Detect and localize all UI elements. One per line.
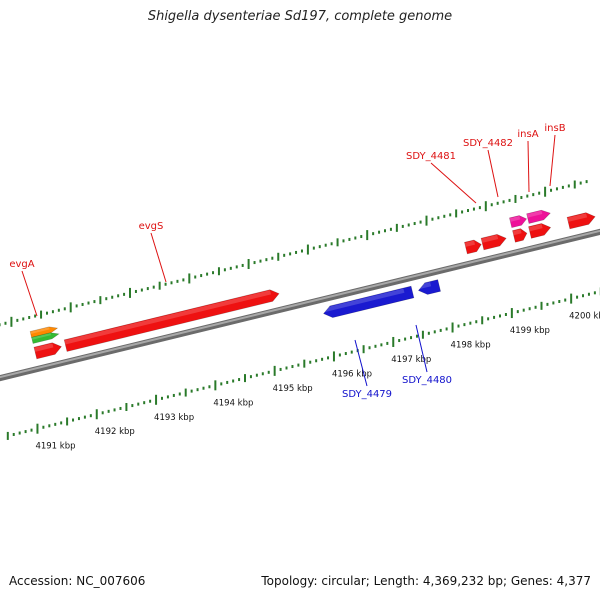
- genome-backbone-highlight: [0, 229, 600, 379]
- ruler-label: 4198 kbp: [451, 341, 491, 351]
- gene-leader-sdy-4480: [415, 324, 428, 373]
- gene-leader-sdy-4482: [487, 149, 499, 198]
- gene-arrow-insb: [528, 223, 552, 239]
- ruler-label: 4194 kbp: [213, 398, 253, 408]
- gene-label-insa: insA: [517, 129, 538, 140]
- gene-arrow-evgs-shine: [64, 290, 272, 345]
- ruler-label: 4192 kbp: [95, 427, 135, 437]
- ruler-label: 4193 kbp: [154, 413, 194, 423]
- genome-stats-text: Topology: circular; Length: 4,369,232 bp…: [261, 574, 591, 588]
- gene-label-evgs: evgS: [139, 221, 164, 232]
- gene-arrow-insa: [512, 228, 528, 243]
- ruler-label: 4195 kbp: [273, 384, 313, 394]
- gene-arrow-orange-shine: [30, 327, 50, 334]
- gene-arrow-red-shine: [567, 213, 588, 222]
- gene-arrow-magenta-shine: [509, 216, 521, 222]
- gene-arrow-magenta-shine: [526, 210, 543, 218]
- gene-arrow-sdy-4481-shine: [464, 240, 476, 247]
- ruler-label: 4196 kbp: [332, 369, 372, 379]
- accession-text: Accession: NC_007606: [9, 574, 146, 588]
- gene-arrow-green: [31, 332, 60, 344]
- gene-arrow-evga-shine: [34, 343, 54, 352]
- gene-arrow-evga: [33, 342, 62, 360]
- gene-arrow-insa-shine: [512, 229, 522, 236]
- gene-leader-insa: [527, 140, 530, 193]
- gene-leader-sdy-4479: [354, 339, 368, 387]
- gene-leader-evga: [21, 270, 38, 317]
- gene-arrow-magenta: [526, 209, 551, 224]
- gene-arrow-sdy-4479: [323, 285, 415, 318]
- gene-label-sdy-4480: SDY_4480: [402, 375, 452, 386]
- gene-leader-sdy-4481: [430, 162, 477, 204]
- ruler-label: 4200 kbp: [569, 312, 600, 322]
- gene-arrow-sdy-4479-shine: [322, 288, 405, 313]
- gene-arrow-sdy-4480: [417, 279, 441, 295]
- gene-arrow-sdy-4482: [480, 234, 507, 251]
- gene-arrow-evgs: [63, 289, 280, 352]
- gene-label-evga: evgA: [9, 259, 34, 270]
- gene-arrow-sdy-4482-shine: [481, 234, 499, 243]
- ruler-label: 4197 kbp: [391, 355, 431, 365]
- gene-label-sdy-4481: SDY_4481: [406, 151, 456, 162]
- gene-leader-insb: [549, 134, 556, 187]
- gene-arrow-insb-shine: [528, 224, 543, 232]
- ruler-label: 4199 kbp: [510, 326, 550, 336]
- gene-arrow-orange: [29, 326, 59, 339]
- gene-label-sdy-4482: SDY_4482: [463, 138, 513, 149]
- gene-arrow-red: [566, 212, 596, 230]
- genome-title: Shigella dysenteriae Sd197, complete gen…: [147, 9, 453, 24]
- gene-arrow-sdy-4480-shine: [417, 282, 432, 290]
- gene-arrow-magenta: [509, 215, 528, 229]
- gene-arrow-sdy-4481: [464, 239, 482, 255]
- gene-arrow-green-shine: [31, 333, 52, 340]
- gene-leader-evgs: [150, 232, 167, 283]
- ruler-label: 4191 kbp: [35, 442, 75, 452]
- gene-label-insb: insB: [544, 123, 565, 134]
- gene-label-sdy-4479: SDY_4479: [342, 389, 392, 400]
